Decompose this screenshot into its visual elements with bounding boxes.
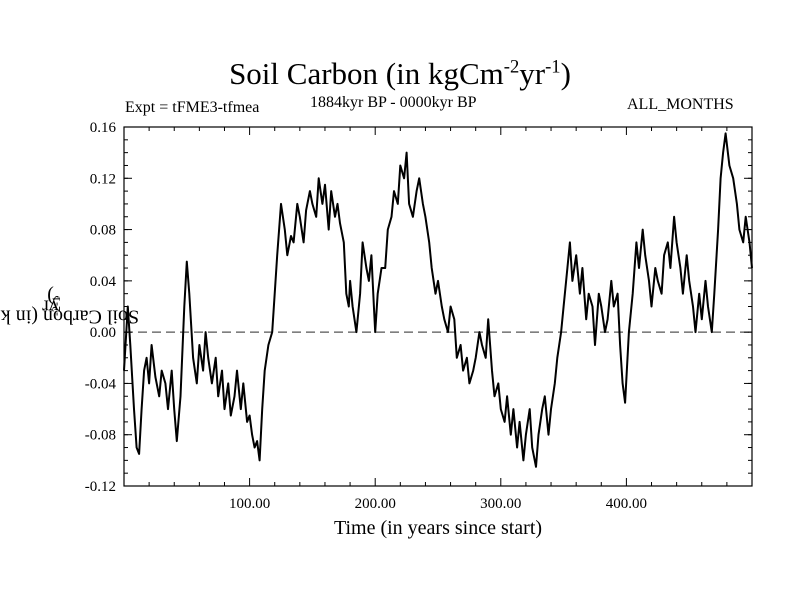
y-tick-label: 0.16: [90, 120, 117, 136]
experiment-label: Expt = tFME3-tfmea: [125, 99, 260, 116]
x-tick-label: 200.00: [355, 496, 396, 512]
x-axis-label: Time (in years since start): [334, 517, 542, 539]
y-tick-label: 0.04: [90, 274, 117, 290]
x-tick-label: 400.00: [606, 496, 647, 512]
y-tick-label: -0.04: [85, 376, 117, 392]
y-axis-ticks: -0.12 -0.08 -0.04 0.00 0.04 0.08 0.12 0.16: [85, 120, 752, 495]
y-tick-label: 0.08: [90, 223, 116, 239]
plot-frame: [123, 126, 753, 487]
y-tick-label: 0.12: [90, 171, 116, 187]
period-label: 1884kyr BP - 0000kyr BP: [310, 94, 477, 111]
season-label: ALL_MONTHS: [627, 96, 734, 113]
chart-title: Soil Carbon (in kgCm-2yr-1): [229, 56, 571, 91]
y-tick-label: -0.08: [85, 428, 116, 444]
x-axis-ticks: 100.00 200.00 300.00 400.00: [148, 127, 728, 512]
x-tick-label: 100.00: [229, 496, 270, 512]
series-line-soil-carbon: [123, 132, 753, 468]
x-tick-label: 300.00: [480, 496, 521, 512]
y-tick-label: 0.00: [90, 325, 116, 341]
y-tick-label: -0.12: [85, 479, 116, 495]
